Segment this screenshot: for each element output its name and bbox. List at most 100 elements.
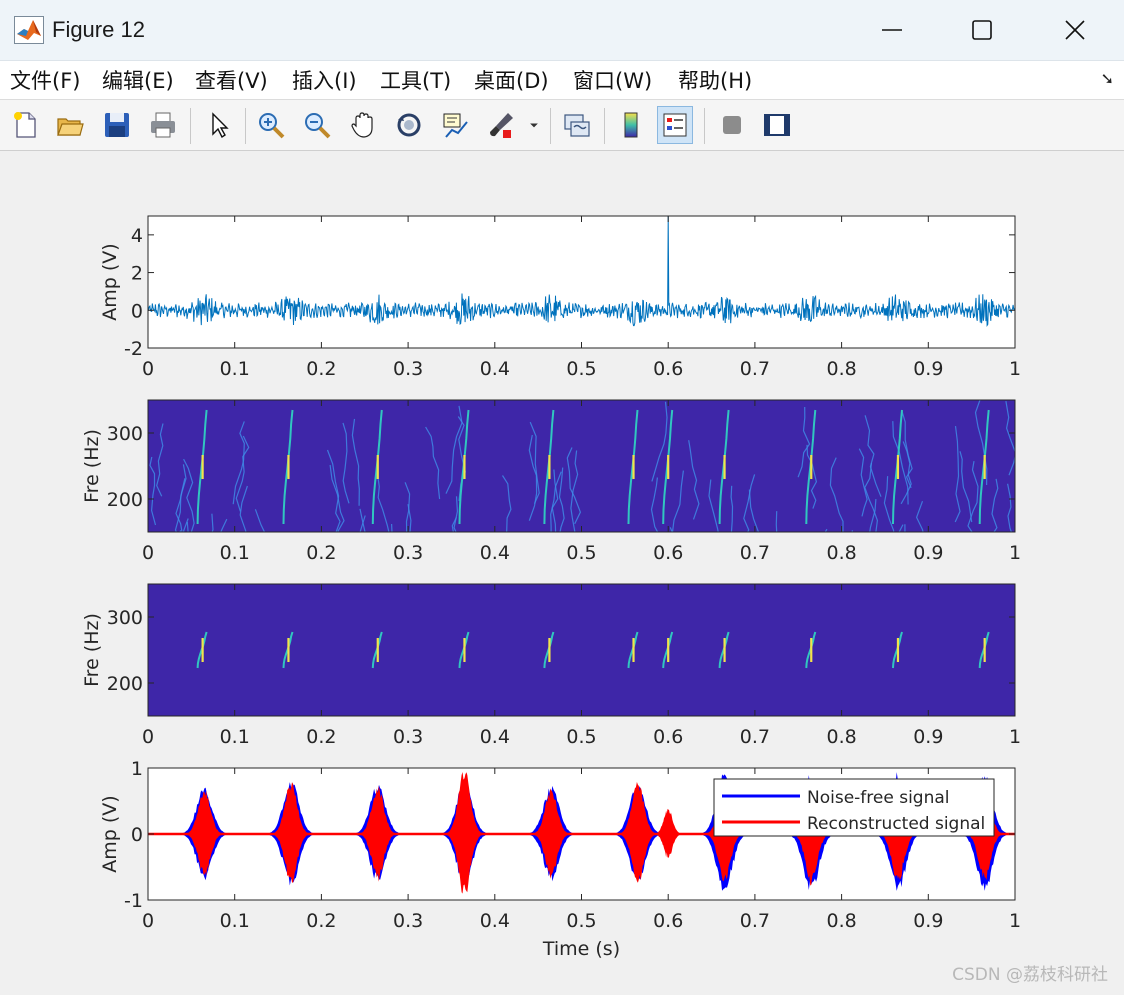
menu-desktop[interactable]: 桌面(D) xyxy=(474,69,549,93)
maximize-button[interactable] xyxy=(952,8,1012,52)
tf-ridge xyxy=(898,524,904,532)
x-tick-label: 0.9 xyxy=(913,542,943,564)
tf-ridge xyxy=(708,479,719,532)
y-tick-label: -2 xyxy=(124,338,143,360)
tf-ridge xyxy=(991,478,999,532)
tf-ridge xyxy=(407,504,412,532)
save-button[interactable] xyxy=(99,106,135,144)
tf-ridge xyxy=(775,511,778,532)
tf-ridge xyxy=(558,467,565,532)
rotate-3d-icon xyxy=(397,113,421,137)
data-cursor-button[interactable] xyxy=(437,106,473,144)
open-file-icon xyxy=(57,118,84,136)
x-tick-label: 0.5 xyxy=(566,358,596,380)
hide-plot-tools-icon xyxy=(723,116,741,134)
x-tick-label: 0.4 xyxy=(480,726,510,748)
menu-view[interactable]: 查看(V) xyxy=(195,69,268,93)
tf-ridge xyxy=(425,426,441,500)
pan-button[interactable] xyxy=(345,106,381,144)
print-button[interactable] xyxy=(145,106,181,144)
x-tick-label: 0 xyxy=(142,910,154,932)
tf-ridge xyxy=(1007,483,1013,532)
tf-ridge xyxy=(1005,400,1015,476)
colorbar-button[interactable] xyxy=(613,106,649,144)
menu-tools[interactable]: 工具(T) xyxy=(380,69,452,93)
save-icon xyxy=(105,113,129,137)
tf-ridge xyxy=(404,482,411,532)
dock-figure-icon[interactable]: ➘ xyxy=(1100,69,1114,88)
y-tick-label: 200 xyxy=(107,489,143,511)
tf-ridge xyxy=(174,478,186,532)
x-tick-label: 0 xyxy=(142,358,154,380)
y-tick-label: 0 xyxy=(131,824,143,846)
new-figure-button[interactable] xyxy=(7,106,43,144)
close-button[interactable] xyxy=(1045,8,1105,52)
tf-ridge xyxy=(342,422,350,504)
tf-ridge xyxy=(797,406,811,478)
tf-ridge xyxy=(959,451,973,523)
x-tick-label: 0.7 xyxy=(740,542,770,564)
tf-ridge xyxy=(254,509,266,532)
tf-ridges xyxy=(196,631,990,669)
menu-edit[interactable]: 编辑(E) xyxy=(102,69,174,93)
hide-plot-tools-button[interactable] xyxy=(714,106,750,144)
link-plot-button[interactable] xyxy=(559,106,595,144)
open-file-button[interactable] xyxy=(52,106,88,144)
reconstructed-burst xyxy=(618,782,657,883)
tf-ridge xyxy=(451,517,457,532)
tf-ridges xyxy=(149,400,1015,532)
tf-ridge xyxy=(883,476,895,532)
zoom-in-button[interactable] xyxy=(253,106,289,144)
legend-icon xyxy=(663,113,687,137)
tf-background xyxy=(148,400,1015,532)
menu-file[interactable]: 文件(F) xyxy=(10,69,81,93)
y-axis-label: Fre (Hz) xyxy=(81,613,103,687)
legend-button[interactable] xyxy=(657,106,693,144)
select-pointer-button[interactable] xyxy=(201,106,237,144)
x-tick-label: 0 xyxy=(142,542,154,564)
brush-icon xyxy=(490,113,513,138)
menu-window[interactable]: 窗口(W) xyxy=(573,69,653,93)
y-tick-label: 0 xyxy=(131,300,143,322)
print-icon xyxy=(151,112,175,138)
legend-box xyxy=(713,778,995,837)
brush-button[interactable] xyxy=(483,106,519,144)
menu-bar: 文件(F) 编辑(E) 查看(V) 插入(I) 工具(T) 桌面(D) 窗口(W… xyxy=(0,61,1124,100)
tf-ridge xyxy=(453,496,459,532)
show-plot-tools-button[interactable] xyxy=(759,106,795,144)
menu-help[interactable]: 帮助(H) xyxy=(678,69,753,93)
tf-ridge xyxy=(550,471,562,532)
x-tick-label: 0.1 xyxy=(220,910,250,932)
x-tick-label: 0.8 xyxy=(826,358,856,380)
x-tick-label: 0.3 xyxy=(393,542,423,564)
menu-insert[interactable]: 插入(I) xyxy=(292,69,357,93)
tf-ridge xyxy=(359,508,366,532)
data-cursor-icon xyxy=(443,113,468,138)
tf-ridge xyxy=(529,421,540,504)
x-axis-label: Time (s) xyxy=(542,938,620,960)
brush-menu-button[interactable] xyxy=(525,106,543,144)
tf-ridge xyxy=(967,460,979,532)
zoom-out-button[interactable] xyxy=(299,106,335,144)
rotate-3d-button[interactable] xyxy=(391,106,427,144)
tf-ridge xyxy=(570,450,579,532)
x-tick-label: 0.6 xyxy=(653,542,683,564)
x-tick-label: 0.4 xyxy=(480,542,510,564)
y-tick-label: -1 xyxy=(124,890,143,912)
tf-ridge xyxy=(149,456,157,526)
x-tick-label: 0.5 xyxy=(566,910,596,932)
tf-ridge xyxy=(915,500,924,532)
tf-ridge xyxy=(806,444,818,509)
chevron-down-icon xyxy=(530,123,538,128)
x-tick-label: 0.8 xyxy=(826,542,856,564)
zoom-out-icon xyxy=(305,113,331,139)
tf-ridge xyxy=(651,401,668,482)
y-tick-label: 4 xyxy=(131,225,143,247)
x-tick-label: 0 xyxy=(142,726,154,748)
tf-ridge xyxy=(326,449,341,532)
toolbar xyxy=(0,100,1124,151)
title-bar: Figure 12 xyxy=(0,0,1124,61)
x-tick-label: 0.9 xyxy=(913,910,943,932)
minimize-button[interactable] xyxy=(862,8,922,52)
tf-ridge xyxy=(974,400,988,486)
